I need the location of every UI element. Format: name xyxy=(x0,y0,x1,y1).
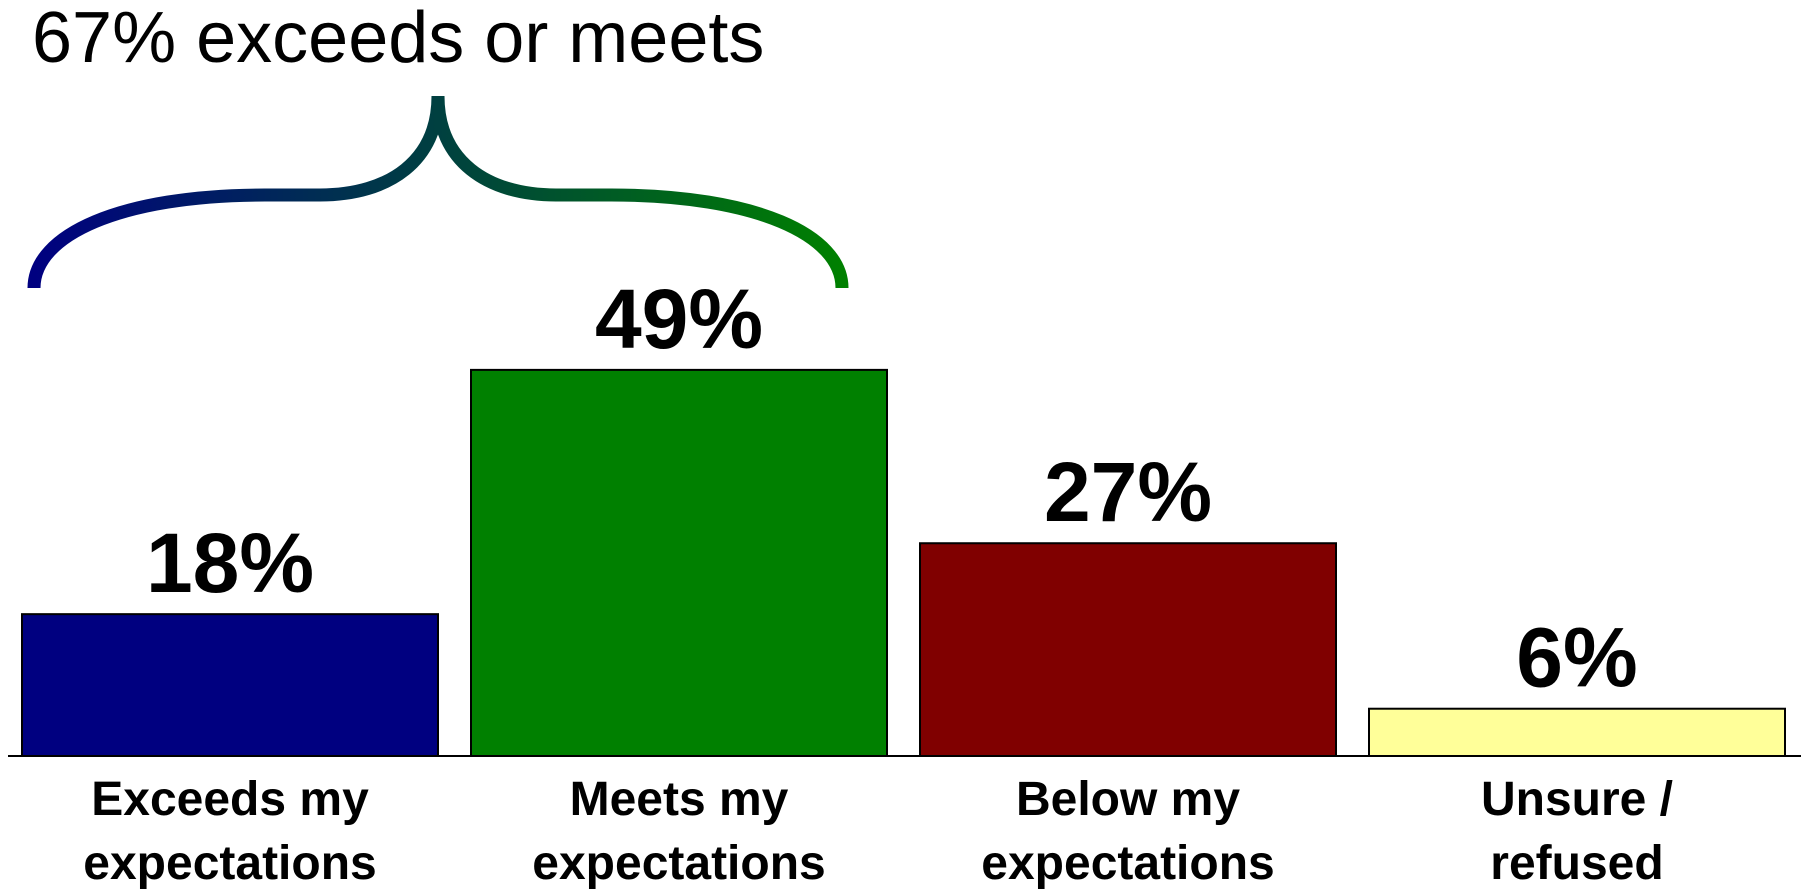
bars-layer xyxy=(21,368,1786,757)
category-labels-layer: Exceeds my expectations Meets my expectatio… xyxy=(83,773,1673,890)
annotation-brace xyxy=(27,95,849,289)
value-label: 18% xyxy=(146,516,314,610)
bar xyxy=(21,613,439,757)
category-label: expectations xyxy=(83,837,376,890)
category-label: Below my xyxy=(1016,773,1240,826)
bar xyxy=(1368,707,1786,757)
value-label: 6% xyxy=(1516,611,1637,705)
category-label: expectations xyxy=(532,837,825,890)
annotation-text: 67% exceeds or meets xyxy=(32,0,764,78)
bar xyxy=(919,542,1337,757)
category-label: refused xyxy=(1490,837,1663,890)
bar xyxy=(470,368,888,757)
value-labels-layer: 18% 49% 27% 6% xyxy=(146,272,1638,705)
value-label: 49% xyxy=(595,272,763,366)
value-label: 27% xyxy=(1044,445,1212,539)
category-label: Exceeds my xyxy=(91,773,369,826)
category-label: expectations xyxy=(981,837,1274,890)
category-label: Unsure / xyxy=(1481,773,1673,826)
category-label: Meets my xyxy=(570,773,789,826)
